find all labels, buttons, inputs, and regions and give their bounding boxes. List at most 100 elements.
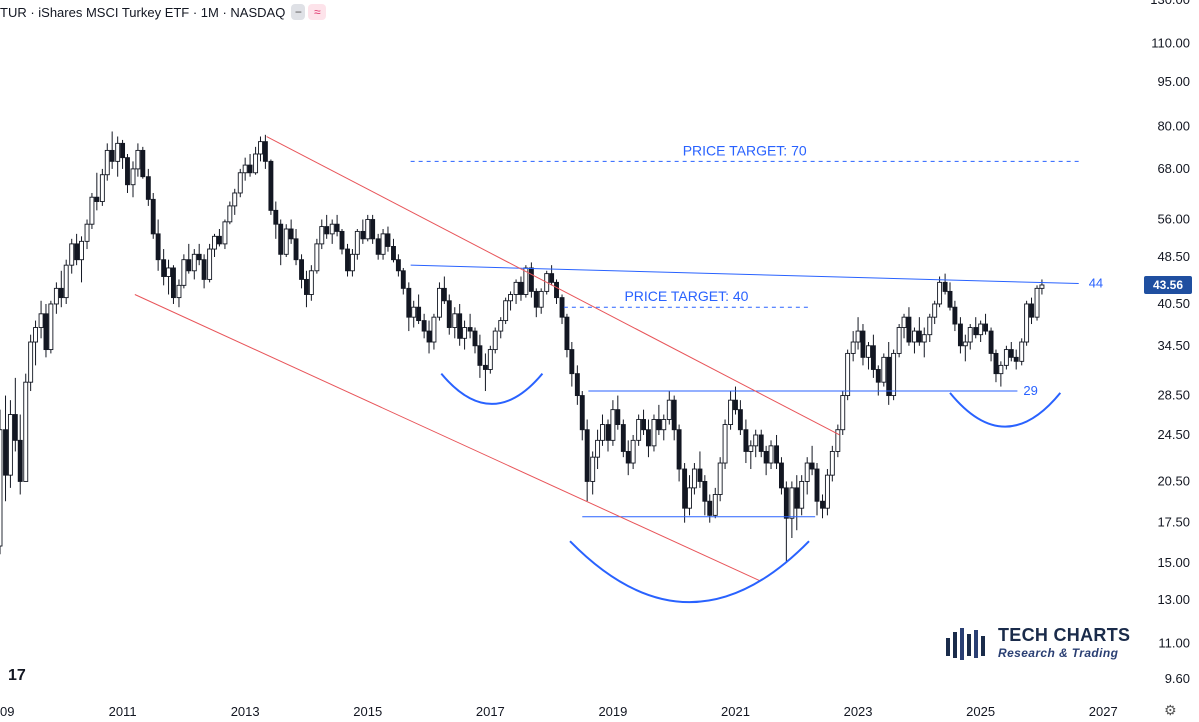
candle-body-down xyxy=(74,243,80,261)
candle-body-up xyxy=(452,313,458,328)
candle xyxy=(216,228,222,247)
candle xyxy=(385,226,391,252)
candle xyxy=(400,267,406,295)
candle xyxy=(1013,349,1019,370)
gear-icon[interactable]: ⚙ xyxy=(1164,702,1177,718)
candle-body-up xyxy=(896,327,902,354)
candle-body-up xyxy=(1003,349,1009,366)
candle-body-down xyxy=(942,281,948,292)
collapse-button[interactable]: − xyxy=(291,4,306,20)
candle xyxy=(584,419,590,502)
candle-body-up xyxy=(538,290,544,308)
candle-body-down xyxy=(676,429,682,470)
candle xyxy=(942,273,948,295)
candle xyxy=(12,377,18,452)
y-axis[interactable]: 130.00 110.00 95.00 80.00 68.00 56.00 48.50 40.… xyxy=(1150,0,1190,686)
candle xyxy=(855,317,861,350)
x-axis[interactable]: 2009 2011 2013 2015 2017 2019 2021 2023 2025 2027 xyxy=(0,704,1118,719)
candle xyxy=(957,317,963,354)
candle-body-up xyxy=(319,226,325,245)
candle-body-up xyxy=(462,327,468,339)
candle xyxy=(324,214,330,239)
candle xyxy=(763,445,769,476)
candle-body-down xyxy=(360,230,366,240)
candle xyxy=(145,168,151,206)
candle xyxy=(441,276,447,304)
candle xyxy=(104,143,110,181)
candle-body-up xyxy=(207,248,213,280)
candle-body-up xyxy=(728,399,734,426)
candle xyxy=(345,243,350,277)
candle-body-up xyxy=(130,168,136,186)
candle-body-up xyxy=(227,205,233,223)
candle-body-up xyxy=(314,243,320,272)
candle-body-down xyxy=(733,399,738,411)
candle xyxy=(707,494,713,523)
y-tick-label: 20.50 xyxy=(1157,473,1190,488)
candle xyxy=(881,353,887,387)
candle xyxy=(74,233,80,266)
candle xyxy=(79,236,84,283)
candle xyxy=(7,400,13,488)
y-tick-label: 9.60 xyxy=(1165,671,1190,686)
candle xyxy=(48,300,54,354)
candle xyxy=(308,265,314,301)
y-tick-label: 110.00 xyxy=(1151,36,1190,51)
candle xyxy=(824,469,830,516)
neckline-label: 44 xyxy=(1089,276,1103,291)
candle-body-down xyxy=(947,290,953,308)
candle xyxy=(646,419,651,458)
candle-body-down xyxy=(247,164,253,174)
candle xyxy=(166,259,171,295)
candle xyxy=(641,409,646,435)
candle-body-down xyxy=(758,434,764,452)
y-tick-label: 40.50 xyxy=(1157,296,1190,311)
candle xyxy=(774,434,779,470)
x-tick-label: 2015 xyxy=(353,704,382,719)
candle-body-down xyxy=(993,352,999,375)
candle-body-down xyxy=(656,419,662,431)
candle xyxy=(457,303,463,346)
candle xyxy=(983,313,988,335)
candle xyxy=(799,475,805,516)
x-tick-label: 2021 xyxy=(721,704,750,719)
tradingview-logo[interactable]: 17 xyxy=(8,667,26,684)
candle-body-up xyxy=(845,352,851,397)
candle xyxy=(722,419,728,470)
candle-body-up xyxy=(666,399,672,420)
candle xyxy=(339,228,345,255)
candle xyxy=(962,334,968,362)
candle-body-down xyxy=(743,429,749,452)
candle-body-down xyxy=(345,248,350,272)
candle-body-down xyxy=(467,327,473,332)
candle xyxy=(319,219,325,250)
y-tick-label: 28.50 xyxy=(1157,388,1190,403)
candle xyxy=(901,313,907,339)
candle-body-down xyxy=(528,267,534,292)
candle-body-up xyxy=(967,327,973,343)
symbol-title[interactable]: TUR · iShares MSCI Turkey ETF · 1M · NAS… xyxy=(0,4,286,20)
candle xyxy=(625,440,631,476)
candle-body-up xyxy=(590,456,596,482)
candle-body-up xyxy=(63,264,69,299)
candle-body-down xyxy=(737,409,743,431)
candle xyxy=(17,414,23,495)
candle-body-down xyxy=(615,409,621,426)
y-tick-label: 13.00 xyxy=(1157,592,1190,607)
candle xyxy=(273,201,279,239)
candle-body-up xyxy=(135,149,141,170)
x-tick-label: 2019 xyxy=(598,704,627,719)
candle xyxy=(191,249,197,280)
candle-body-down xyxy=(58,287,64,299)
candle xyxy=(937,276,943,308)
indicator-toggle-icon[interactable]: ≈ xyxy=(308,4,327,20)
candle-body-up xyxy=(508,294,513,302)
candle-body-up xyxy=(661,419,667,431)
support-label: 29 xyxy=(1023,383,1037,398)
candle-body-up xyxy=(687,487,692,509)
candle-body-up xyxy=(222,221,228,245)
candle xyxy=(391,238,396,263)
candle xyxy=(564,313,570,358)
candle-body-down xyxy=(625,450,631,464)
